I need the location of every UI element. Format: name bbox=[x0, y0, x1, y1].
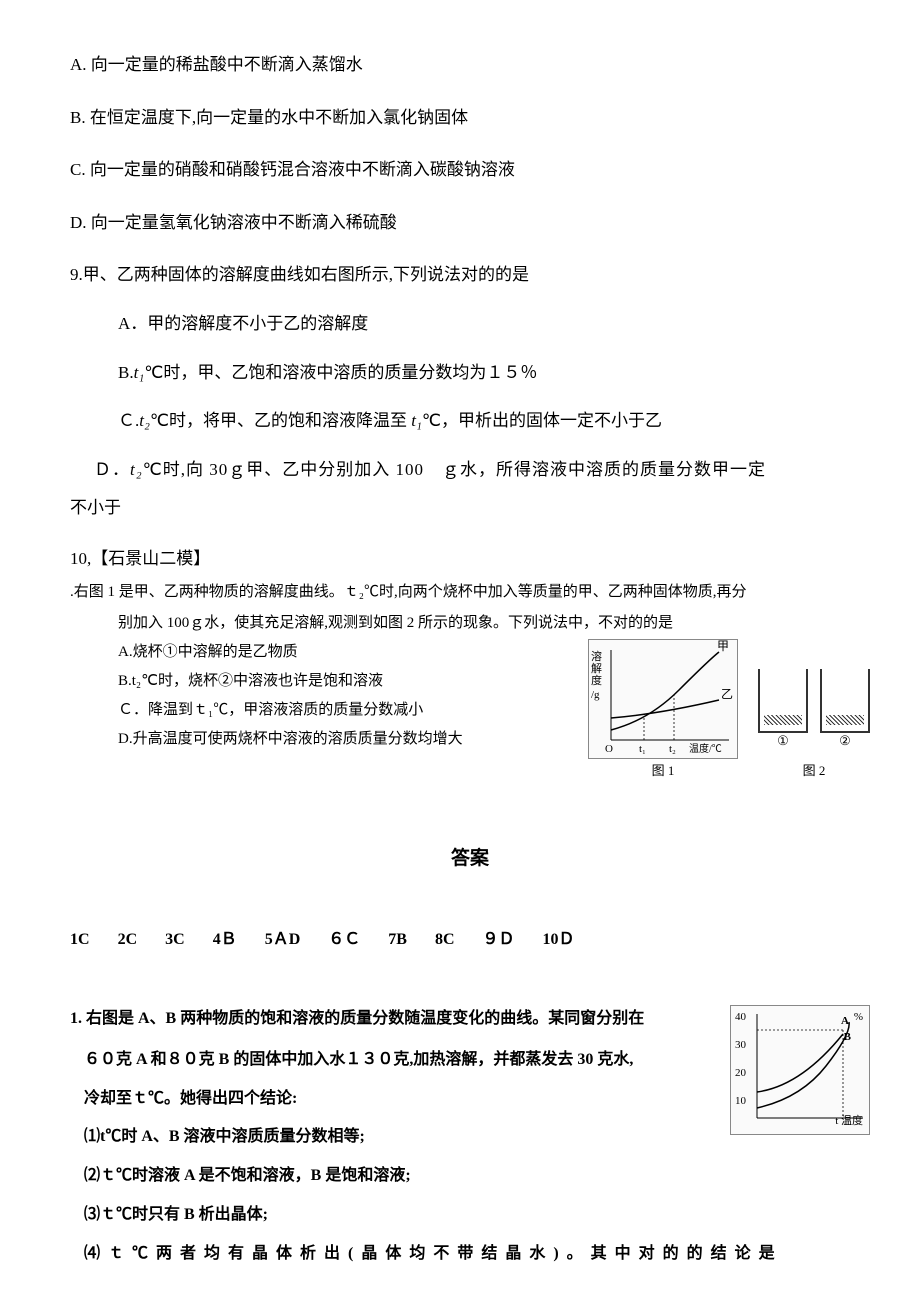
q10-stem-line2: 别加入 100ｇ水，使其充足溶解,观测到如图 2 所示的现象。下列说法中，不对的… bbox=[118, 610, 870, 637]
q10-option-a: A.烧杯①中溶解的是乙物质 bbox=[118, 639, 580, 666]
chart2-label-b: B bbox=[844, 1028, 851, 1048]
q10-figures: 溶 解 度 /g 甲 乙 t₁ t₂ 温度/℃ O 图 1 ① bbox=[588, 639, 870, 782]
q10-option-c: Ｃ．降温到ｔ₁℃，甲溶液溶质的质量分数减小 bbox=[118, 697, 580, 724]
ans-10: 10Ｄ bbox=[543, 931, 575, 948]
figure-2-col: ① ② 图 2 bbox=[758, 669, 870, 782]
ans-9: ９Ｄ bbox=[483, 931, 515, 948]
q9-option-d-cont: 不小于 bbox=[70, 493, 870, 524]
ans-2: 2C bbox=[118, 931, 138, 948]
q9-option-c: Ｃ.t₂℃时，将甲、乙的饱和溶液降温至 t₁℃，甲析出的固体一定不小于乙 bbox=[118, 406, 870, 437]
q10-content-row: A.烧杯①中溶解的是乙物质 B.t₂℃时，烧杯②中溶液也许是饱和溶液 Ｃ．降温到… bbox=[70, 639, 870, 782]
ans-6: ６Ｃ bbox=[328, 931, 360, 948]
ans-1: 1C bbox=[70, 931, 90, 948]
svg-text:乙: 乙 bbox=[721, 687, 733, 701]
beaker-2-label: ② bbox=[839, 729, 851, 752]
chart2-yaxis: 40 30 20 10 bbox=[735, 1008, 746, 1120]
q1-stem-l2: ６０克 A 和８０克 B 的固体中加入水１３０克,加热溶解，并都蒸发去 30 克… bbox=[84, 1046, 718, 1075]
q10-stem-line1: .右图 1 是甲、乙两种物质的溶解度曲线。ｔ₂℃时,向两个烧杯中加入等质量的甲、… bbox=[70, 579, 870, 606]
beaker-1: ① bbox=[758, 669, 808, 733]
chart2-xaxis: t 温度 bbox=[835, 1112, 863, 1132]
q1-sub-1: ⑴t℃时 A、B 溶液中溶质质量分数相等; bbox=[84, 1123, 718, 1152]
solubility-chart-2: 40 30 20 10 % A B t 温度 bbox=[730, 1005, 870, 1135]
q8-option-a: A. 向一定量的稀盐酸中不断滴入蒸馏水 bbox=[70, 50, 870, 81]
svg-text:t₂: t₂ bbox=[669, 743, 676, 755]
q10-option-b: B.t₂℃时，烧杯②中溶液也许是饱和溶液 bbox=[118, 668, 580, 695]
q10-options: A.烧杯①中溶解的是乙物质 B.t₂℃时，烧杯②中溶液也许是饱和溶液 Ｃ．降温到… bbox=[70, 639, 580, 755]
q1-stem-l1: 1. 右图是 A、B 两种物质的饱和溶液的质量分数随温度变化的曲线。某同窗分别在 bbox=[70, 1005, 718, 1034]
q9-option-d: Ｄ．t₂℃时,向 30ｇ甲、乙中分别加入 100 ｇ水，所得溶液中溶质的质量分数… bbox=[94, 455, 870, 486]
fig1-label: 图 1 bbox=[652, 759, 675, 782]
q9-option-b: B.t₁℃时，甲、乙饱和溶液中溶质的质量分数均为１５％ bbox=[118, 358, 870, 389]
ans-7: 7B bbox=[388, 931, 407, 948]
chart1-ylabel: 溶 bbox=[591, 649, 602, 663]
ans-5: 5ＡD bbox=[265, 931, 301, 948]
svg-text:t₁: t₁ bbox=[639, 743, 646, 755]
q1-sub-4: ⑷ｔ℃两者均有晶体析出(晶体均不带结晶水)。其中对的的结论是 bbox=[84, 1240, 870, 1269]
fig2-label: 图 2 bbox=[803, 759, 826, 782]
beakers-group: ① ② bbox=[758, 669, 870, 733]
chart1-svg: 溶 解 度 /g 甲 乙 t₁ t₂ 温度/℃ O bbox=[589, 640, 739, 760]
q9-option-a: A．甲的溶解度不小于乙的溶解度 bbox=[118, 309, 870, 340]
q8-option-b: B. 在恒定温度下,向一定量的水中不断加入氯化钠固体 bbox=[70, 103, 870, 134]
ans-3: 3C bbox=[165, 931, 185, 948]
q1-sub-2: ⑵ｔ℃时溶液 A 是不饱和溶液，B 是饱和溶液; bbox=[84, 1162, 718, 1191]
ans-8: 8C bbox=[435, 931, 455, 948]
beaker-1-label: ① bbox=[777, 729, 789, 752]
svg-text:度: 度 bbox=[591, 673, 602, 687]
q1-stem-l3: 冷却至ｔ℃。她得出四个结论: bbox=[84, 1085, 718, 1114]
svg-text:甲: 甲 bbox=[717, 640, 729, 653]
figure-1-col: 溶 解 度 /g 甲 乙 t₁ t₂ 温度/℃ O 图 1 bbox=[588, 639, 738, 782]
beaker-2: ② bbox=[820, 669, 870, 733]
svg-text:/g: /g bbox=[591, 689, 600, 701]
q1-sub-3: ⑶ｔ℃时只有 B 析出晶体; bbox=[84, 1201, 718, 1230]
q1-text-block: 1. 右图是 A、B 两种物质的饱和溶液的质量分数随温度变化的曲线。某同窗分别在… bbox=[70, 1005, 718, 1240]
q8-option-d: D. 向一定量氢氧化钠溶液中不断滴入稀硫酸 bbox=[70, 208, 870, 239]
svg-text:温度/℃: 温度/℃ bbox=[689, 742, 722, 755]
ans-4: 4Ｂ bbox=[213, 931, 237, 948]
chart2-pct: % bbox=[854, 1008, 863, 1028]
q10-option-d: D.升高温度可使两烧杯中溶液的溶质质量分数均增大 bbox=[118, 726, 580, 753]
q10-header: 10,【石景山二模】 bbox=[70, 544, 870, 575]
svg-text:解: 解 bbox=[591, 661, 602, 675]
q8-option-c: C. 向一定量的硝酸和硝酸钙混合溶液中不断滴入碳酸钠溶液 bbox=[70, 155, 870, 186]
q1-row: 1. 右图是 A、B 两种物质的饱和溶液的质量分数随温度变化的曲线。某同窗分别在… bbox=[70, 1005, 870, 1240]
answers-title: 答案 bbox=[70, 842, 870, 876]
svg-text:O: O bbox=[605, 743, 613, 755]
answer-key-line: 1C 2C 3C 4Ｂ 5ＡD ６Ｃ 7B 8C ９Ｄ 10Ｄ bbox=[70, 926, 870, 955]
q9-stem: 9.甲、乙两种固体的溶解度曲线如右图所示,下列说法对的的是 bbox=[70, 260, 870, 291]
solubility-chart-1: 溶 解 度 /g 甲 乙 t₁ t₂ 温度/℃ O bbox=[588, 639, 738, 759]
